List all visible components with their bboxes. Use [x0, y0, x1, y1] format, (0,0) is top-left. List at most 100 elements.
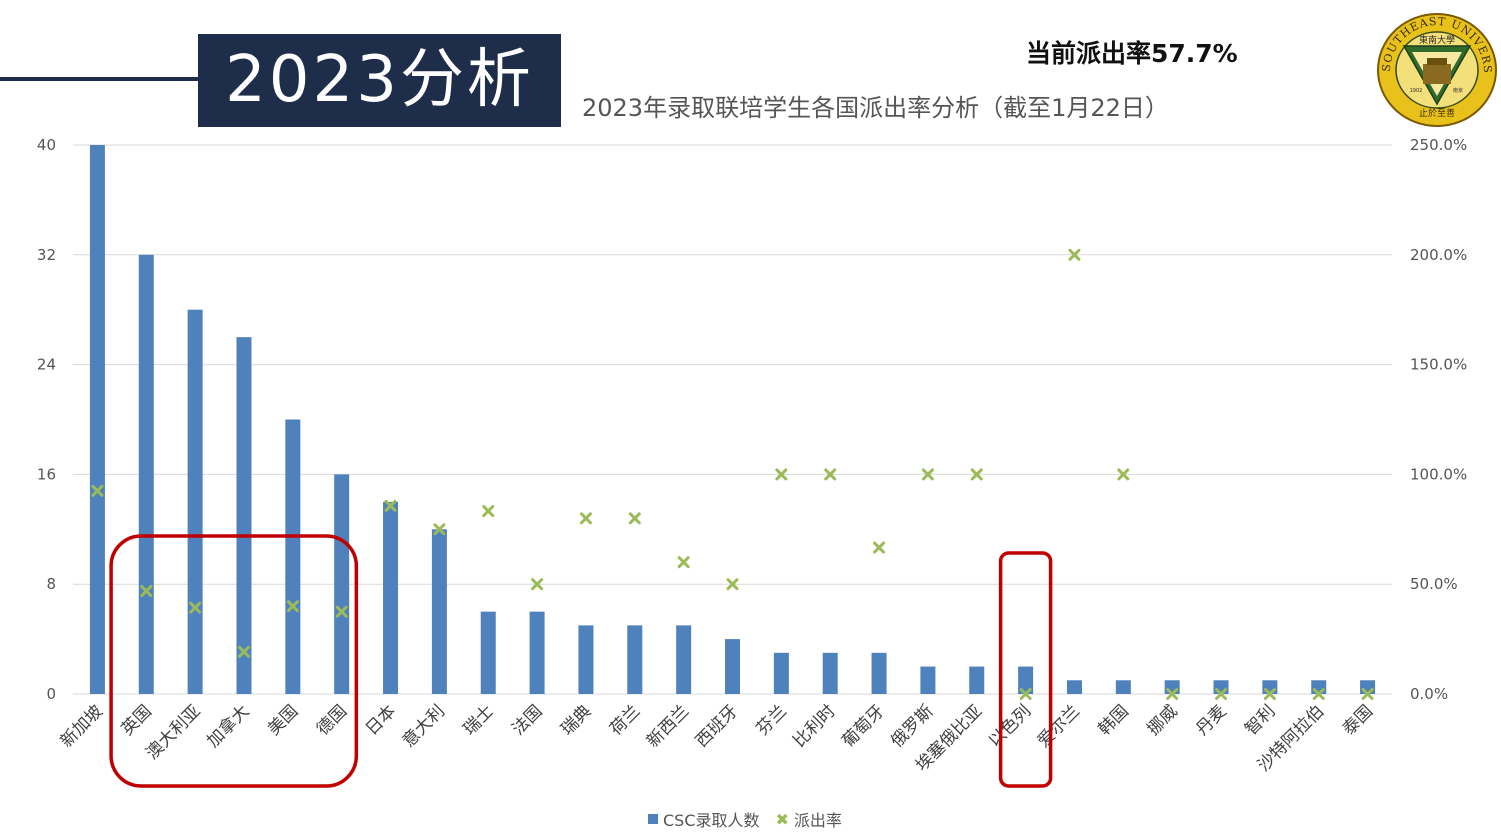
bar	[1018, 666, 1034, 694]
rate-point	[1312, 688, 1325, 700]
rate-point	[1117, 468, 1130, 481]
bar	[285, 419, 301, 694]
x-category-label: 挪威	[1144, 701, 1182, 739]
bar	[431, 529, 447, 694]
rate-point	[286, 600, 299, 613]
bar	[334, 474, 350, 694]
logo-motto: 止於至善	[1419, 107, 1455, 119]
rate-point	[189, 601, 202, 614]
x-category-label: 芬兰	[753, 701, 791, 739]
slide-title: 2023分析	[198, 34, 561, 127]
bar	[822, 652, 838, 694]
bar	[1066, 680, 1082, 694]
x-category-label: 加拿大	[203, 701, 254, 752]
x-category-label: 意大利	[399, 701, 449, 751]
rate-point	[921, 468, 934, 481]
current-rate-text: 当前派出率57.7%	[1026, 39, 1238, 68]
x-category-label: 西班牙	[692, 701, 742, 751]
x-category-label: 瑞典	[557, 701, 595, 739]
x-category-label: 法国	[508, 701, 546, 739]
bar	[871, 652, 887, 694]
x-category-label: 新加坡	[57, 701, 107, 751]
bar	[1115, 680, 1131, 694]
y-right-tick-label: 150.0%	[1410, 356, 1467, 374]
logo-city: 南京	[1453, 87, 1463, 94]
rate-point	[91, 484, 104, 497]
bar	[578, 625, 594, 694]
x-category-label: 英国	[118, 701, 156, 739]
x-category-label: 日本	[362, 701, 400, 739]
x-category-label: 爱尔兰	[1034, 701, 1084, 751]
bar	[773, 652, 789, 694]
legend-bar-swatch	[648, 814, 658, 824]
y-left-tick-label: 40	[37, 136, 56, 154]
y-right-tick-label: 100.0%	[1410, 465, 1467, 483]
legend-x-marker-icon: ✖	[775, 809, 789, 829]
bar	[920, 666, 936, 694]
rate-point	[726, 578, 739, 591]
rate-point	[579, 512, 592, 525]
x-category-label: 瑞士	[460, 701, 498, 739]
y-left-tick-label: 8	[46, 575, 56, 593]
rate-point	[775, 468, 788, 481]
x-category-label: 以色列	[985, 701, 1035, 751]
logo-inner-text: 東南大學	[1419, 34, 1455, 46]
rate-point	[482, 505, 495, 518]
x-category-label: 葡萄牙	[838, 701, 888, 751]
bar	[236, 337, 252, 694]
y-right-tick-label: 0.0%	[1410, 685, 1448, 703]
bar	[138, 254, 154, 695]
title-decoration-line	[0, 77, 205, 81]
highlight-box	[998, 551, 1053, 788]
logo-year: 1902	[1410, 88, 1423, 94]
rate-point	[824, 468, 837, 481]
y-left-tick-label: 16	[37, 465, 56, 483]
highlight-box	[109, 534, 359, 788]
y-left-tick-label: 24	[37, 356, 56, 374]
x-category-label: 新西兰	[643, 701, 693, 751]
rate-point	[1215, 688, 1228, 700]
rate-point	[1166, 688, 1179, 700]
x-category-label: 丹麦	[1192, 701, 1230, 739]
legend-rate-label: 派出率	[793, 811, 842, 830]
bar	[480, 611, 496, 694]
university-logo: SOUTHEAST UNIVERSITY 東南大學 1902 南京 止於至善	[1376, 12, 1497, 127]
rate-point	[433, 523, 446, 536]
x-category-label: 荷兰	[606, 701, 644, 739]
x-category-label: 泰国	[1339, 701, 1377, 739]
chart-legend: CSC录取人数 ✖ 派出率	[648, 807, 842, 831]
bar	[89, 145, 105, 694]
chart-title: 2023年录取联培学生各国派出率分析（截至1月22日）	[582, 94, 1169, 122]
rate-point	[335, 605, 348, 618]
x-category-label: 比利时	[790, 701, 840, 751]
x-category-label: 韩国	[1095, 701, 1133, 739]
rate-point	[531, 578, 544, 591]
rate-point	[677, 556, 690, 569]
rate-point	[628, 512, 641, 525]
y-left-tick-label: 0	[46, 685, 56, 703]
bar	[969, 666, 985, 694]
rate-point	[1068, 248, 1081, 261]
rate-point	[1263, 688, 1276, 700]
y-right-tick-label: 50.0%	[1410, 575, 1458, 593]
y-right-tick-label: 250.0%	[1410, 136, 1467, 154]
bar	[529, 611, 545, 694]
x-category-label: 澳大利亚	[142, 701, 204, 763]
x-category-label: 智利	[1241, 701, 1279, 739]
bar	[187, 309, 203, 694]
legend-bar-label: CSC录取人数	[663, 811, 760, 830]
bar	[676, 625, 692, 694]
rate-point	[384, 499, 397, 512]
rate-point	[1019, 688, 1032, 700]
bar	[725, 639, 740, 694]
bar	[627, 625, 643, 694]
rate-point	[237, 645, 250, 658]
bar	[383, 501, 399, 694]
rate-point	[1361, 688, 1374, 700]
rate-point	[873, 541, 886, 554]
rate-point	[140, 585, 153, 598]
x-category-label: 美国	[264, 701, 302, 739]
x-category-label: 德国	[313, 701, 351, 739]
y-left-tick-label: 32	[37, 246, 56, 264]
